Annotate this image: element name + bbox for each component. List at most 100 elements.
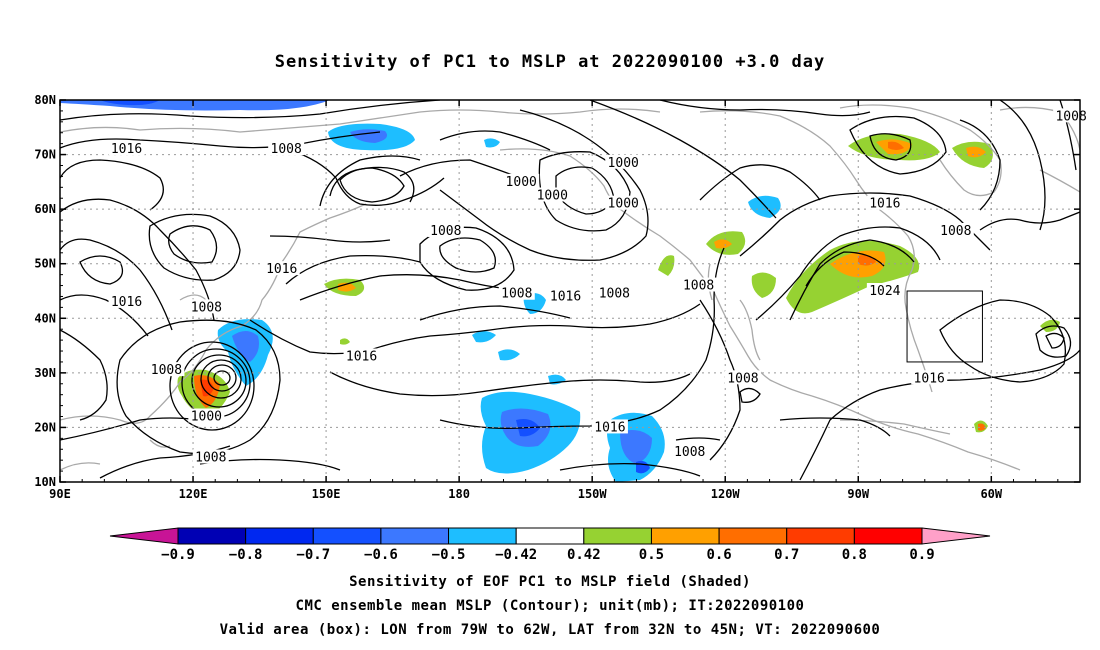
- colorbar-high-triangle: [921, 527, 991, 545]
- lat-label: 80N: [34, 93, 56, 107]
- caption-line-1: Sensitivity of EOF PC1 to MSLP field (Sh…: [349, 574, 751, 590]
- lat-label: 30N: [34, 366, 56, 380]
- contour-label-bg: [268, 141, 305, 156]
- contour-label: 1016: [266, 262, 297, 277]
- graticule: [60, 100, 1080, 482]
- colorbar-label: −0.9: [161, 547, 195, 563]
- colorbar-label: −0.42: [495, 547, 537, 563]
- colorbar: −0.9 −0.8 −0.7 −0.6 −0.5 −0.42 0.42 0.5 0.6 0.7 0.…: [109, 527, 991, 563]
- caption-line-3: Valid area (box): LON from 79W to 62W, L…: [219, 622, 881, 638]
- valid-area-box: [906, 290, 983, 363]
- colorbar-label: 0.42: [567, 547, 601, 563]
- mslp-contours: [60, 100, 1080, 481]
- contour-label: 1000: [506, 175, 537, 190]
- contour-label: 1000: [537, 189, 568, 204]
- colorbar-label: −0.8: [229, 547, 263, 563]
- contour-label-bg: [192, 449, 229, 464]
- colorbar-segment: [786, 527, 855, 545]
- lat-label: 40N: [34, 311, 56, 325]
- contour-label: 1008: [683, 279, 714, 294]
- colorbar-label: −0.7: [296, 547, 330, 563]
- contour-label: 1008: [271, 142, 302, 157]
- contour-label-bg: [547, 288, 584, 303]
- contour-label: 1016: [111, 142, 142, 157]
- lat-label: 10N: [34, 475, 56, 489]
- contour-label: 1008: [727, 371, 758, 386]
- contour-label: 1008: [501, 287, 532, 302]
- contour-label-bg: [866, 195, 903, 210]
- contour-label: 1016: [869, 197, 900, 212]
- map-title: Sensitivity of PC1 to MSLP at 2022090100…: [274, 52, 826, 72]
- contour-label-bg: [937, 222, 974, 237]
- colorbar-segment: [312, 527, 382, 545]
- contour-label-bg: [605, 195, 642, 210]
- contour-label-bg: [188, 408, 225, 423]
- colorbar-label: 0.5: [639, 547, 664, 563]
- lat-label: 60N: [34, 202, 56, 216]
- contour-label-bg: [503, 173, 540, 188]
- lon-label: 60W: [980, 487, 1002, 501]
- contour-label: 1008: [151, 363, 182, 378]
- contour-label-bg: [263, 261, 300, 276]
- contour-label-bg: [108, 293, 145, 308]
- lon-label: 90W: [847, 487, 869, 501]
- contour-label: 1008: [940, 224, 971, 239]
- lon-label: 120E: [179, 487, 208, 501]
- colorbar-segment: [583, 527, 652, 545]
- contour-label: 1008: [1055, 109, 1086, 124]
- contour-label-bg: [427, 222, 464, 237]
- colorbar-label: 0.6: [706, 547, 731, 563]
- contour-label-bg: [148, 362, 185, 377]
- contour-label-bg: [343, 348, 380, 363]
- contour-label: 1008: [195, 450, 226, 465]
- contour-label-bg: [866, 283, 903, 297]
- contour-label-bg: [596, 285, 633, 300]
- contour-label: 1016: [594, 420, 625, 435]
- contour-label-bg: [724, 370, 761, 385]
- colorbar-label: −0.6: [364, 547, 398, 563]
- contour-label-bg: [108, 141, 145, 156]
- contour-label: 1016: [914, 371, 945, 386]
- colorbar-label: 0.8: [842, 547, 867, 563]
- colorbar-low-triangle: [109, 527, 179, 545]
- contour-label: 1024: [869, 284, 900, 299]
- contour-labels: 1016 100810001000100010001008101610081008…: [108, 108, 1090, 465]
- contour-label-bg: [605, 154, 642, 169]
- colorbar-segment: [177, 527, 247, 545]
- lon-label: 90E: [49, 487, 71, 501]
- contour-label-bg: [680, 277, 717, 292]
- contour-label-bg: [534, 187, 571, 202]
- colorbar-segment: [448, 527, 517, 545]
- colorbar-segment: [853, 527, 923, 545]
- colorbar-segment: [515, 527, 585, 545]
- colorbar-segment: [245, 527, 314, 545]
- contour-label-bg: [671, 443, 708, 458]
- lon-label: 150W: [578, 487, 608, 501]
- caption-line-2: CMC ensemble mean MSLP (Contour); unit(m…: [295, 598, 805, 614]
- contour-label: 1016: [346, 349, 377, 364]
- contour-label: 1016: [550, 289, 581, 304]
- lon-label: 120W: [711, 487, 741, 501]
- colorbar-label: 0.9: [909, 547, 934, 563]
- colorbar-segment: [380, 527, 450, 545]
- contour-label-bg: [188, 299, 225, 314]
- lat-label: 70N: [34, 148, 56, 162]
- colorbar-segment: [718, 527, 788, 545]
- contour-label: 1008: [430, 224, 461, 239]
- colorbar-label: 0.7: [774, 547, 799, 563]
- contour-label: 1000: [191, 410, 222, 425]
- contour-label-bg: [498, 285, 535, 300]
- contour-label: 1008: [674, 445, 705, 460]
- contour-label: 1000: [608, 156, 639, 171]
- colorbar-segment: [650, 527, 720, 545]
- lon-label: 180: [448, 487, 470, 501]
- contour-label: 1008: [599, 287, 630, 302]
- contour-label-bg: [591, 419, 628, 434]
- contour-label: 1008: [191, 300, 222, 315]
- lon-label: 150E: [312, 487, 341, 501]
- contour-label-bg: [911, 370, 948, 385]
- contour-label: 1000: [608, 197, 639, 212]
- lat-label: 50N: [34, 257, 56, 271]
